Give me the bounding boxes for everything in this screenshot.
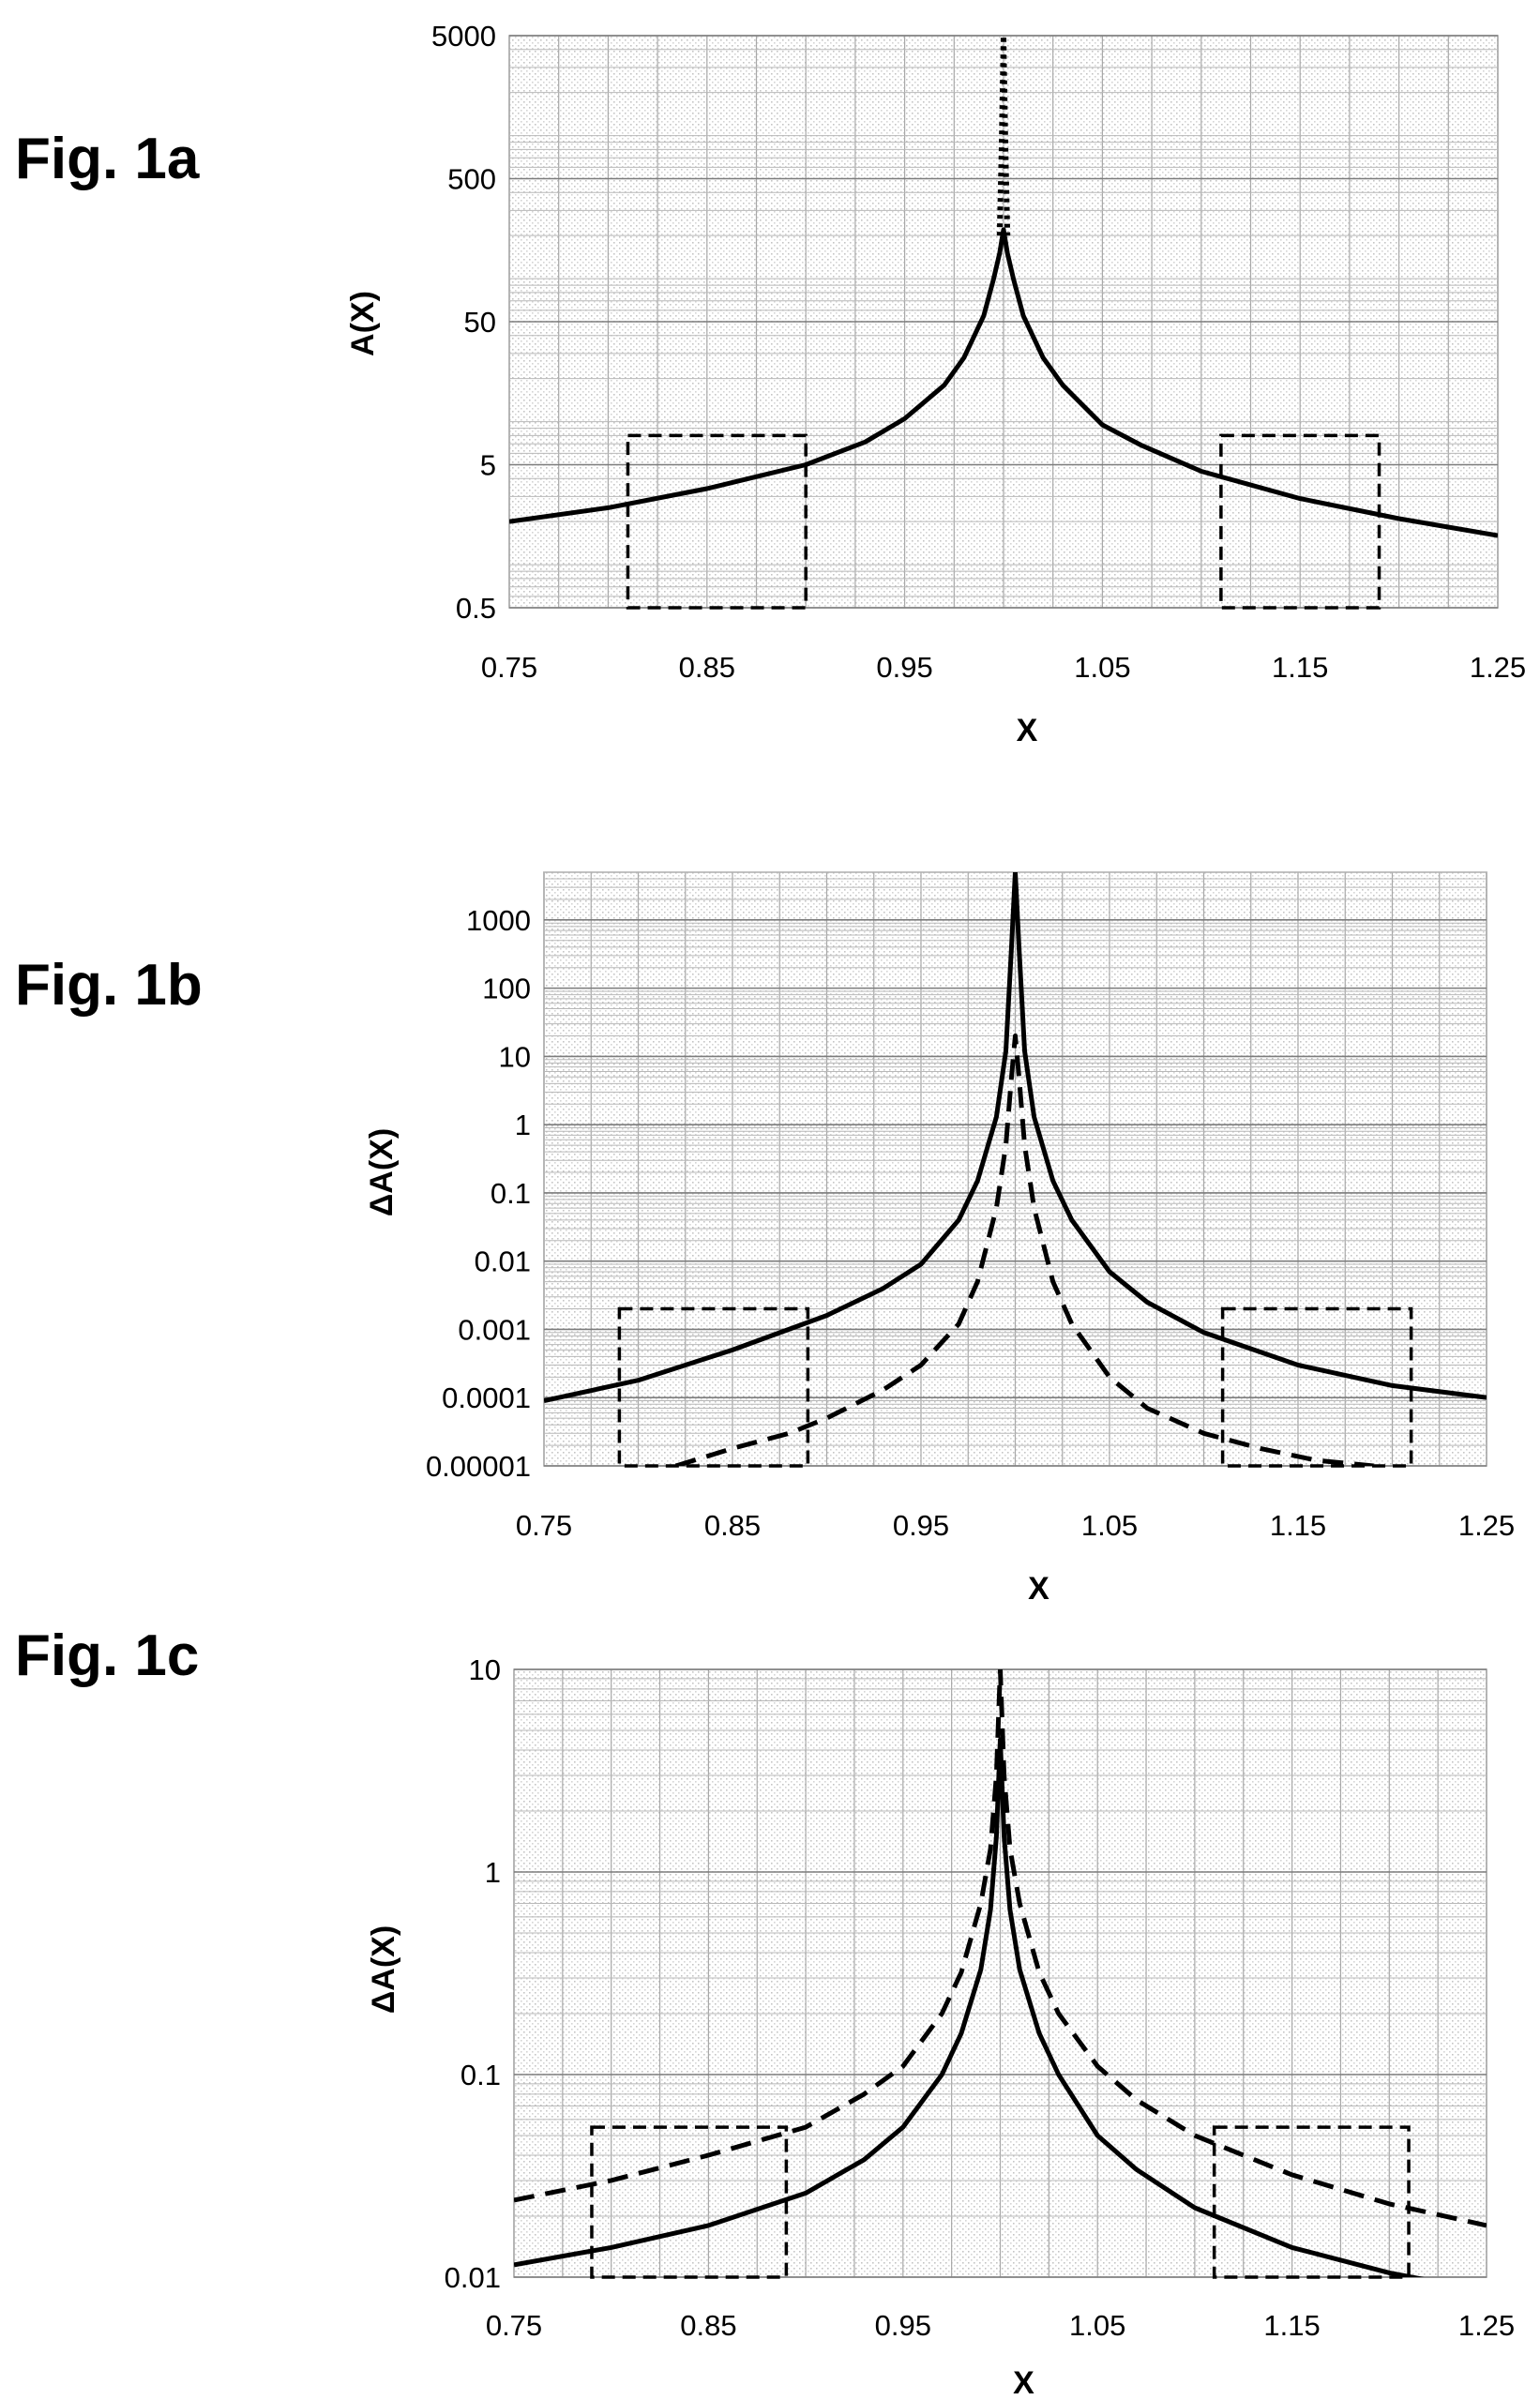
chart-panel-3: 0.75 0.85 0.95 1.05 1.15 1.25 0.01 0.1 1 10 X ΔA(X) bbox=[366, 1653, 1515, 2400]
y-tick-label: 500 bbox=[447, 163, 496, 196]
x-tick-label: 0.95 bbox=[893, 1509, 949, 1542]
y-tick-label: 0.01 bbox=[445, 2261, 501, 2294]
x-tick-label: 1.05 bbox=[1069, 2309, 1125, 2342]
x-tick-label: 1.05 bbox=[1074, 651, 1130, 684]
series-line-solid bbox=[514, 1737, 1425, 2277]
y-tick-label: 0.1 bbox=[491, 1177, 531, 1210]
series-line-dashed bbox=[674, 1034, 1374, 1466]
x-tick-label: 1.25 bbox=[1470, 651, 1526, 684]
x-tick-label: 0.85 bbox=[679, 651, 735, 684]
series-line-dashed bbox=[514, 1669, 1487, 2228]
x-tick-label: 0.75 bbox=[516, 1509, 572, 1542]
x-tick-label: 0.95 bbox=[876, 651, 932, 684]
y-tick-label: 0.001 bbox=[458, 1313, 531, 1346]
x-axis-label: X bbox=[1028, 1571, 1049, 1607]
highlight-box bbox=[626, 433, 808, 610]
x-tick-label: 0.85 bbox=[704, 1509, 761, 1542]
y-tick-label: 0.5 bbox=[456, 592, 496, 625]
chart-panel-2: 0.75 0.85 0.95 1.05 1.15 1.25 0.00001 0.0001 0.0… bbox=[364, 871, 1515, 1607]
y-tick-label: 5 bbox=[480, 449, 496, 482]
x-tick-label: 0.95 bbox=[875, 2309, 931, 2342]
highlight-box bbox=[590, 2125, 789, 2279]
y-tick-label: 1000 bbox=[466, 904, 531, 937]
x-tick-label: 0.75 bbox=[486, 2309, 542, 2342]
x-tick-label: 1.15 bbox=[1263, 2309, 1320, 2342]
highlight-box bbox=[1212, 2125, 1411, 2279]
y-axis-label: ΔA(X) bbox=[366, 1925, 401, 2014]
y-tick-label: 10 bbox=[469, 1653, 501, 1686]
figure-label-1c: Fig. 1c bbox=[15, 1623, 200, 1688]
x-axis-label: X bbox=[1013, 2365, 1034, 2400]
x-tick-label: 1.05 bbox=[1081, 1509, 1138, 1542]
chart-panel-1: 0.75 0.85 0.95 1.05 1.15 1.25 0.5 5 50 500 5000 X A(… bbox=[345, 20, 1526, 748]
highlight-box bbox=[617, 1306, 810, 1468]
y-tick-label: 5000 bbox=[431, 20, 496, 53]
highlight-box bbox=[1220, 1306, 1413, 1468]
y-tick-label: 100 bbox=[482, 973, 531, 1005]
series-line-solid bbox=[544, 872, 1487, 1404]
x-tick-label: 1.25 bbox=[1458, 2309, 1515, 2342]
y-tick-label: 0.1 bbox=[460, 2059, 501, 2091]
x-axis-label: X bbox=[1017, 713, 1038, 748]
y-tick-label: 1 bbox=[515, 1109, 531, 1141]
series-line-solid bbox=[509, 227, 1498, 538]
y-tick-label: 0.0001 bbox=[442, 1381, 531, 1414]
y-tick-label: 10 bbox=[499, 1040, 531, 1073]
y-tick-label: 0.01 bbox=[475, 1245, 531, 1278]
y-axis-label: A(X) bbox=[345, 291, 381, 356]
x-tick-label: 1.15 bbox=[1272, 651, 1328, 684]
y-axis-label: ΔA(X) bbox=[364, 1128, 400, 1216]
x-tick-label: 1.25 bbox=[1458, 1509, 1515, 1542]
x-tick-label: 0.75 bbox=[481, 651, 537, 684]
x-tick-label: 1.15 bbox=[1270, 1509, 1326, 1542]
y-tick-label: 0.00001 bbox=[426, 1450, 531, 1483]
x-tick-label: 0.85 bbox=[680, 2309, 736, 2342]
figure-label-1b: Fig. 1b bbox=[15, 953, 203, 1018]
y-tick-label: 1 bbox=[485, 1856, 501, 1889]
y-tick-label: 50 bbox=[464, 306, 496, 339]
figure-label-1a: Fig. 1a bbox=[15, 127, 200, 191]
